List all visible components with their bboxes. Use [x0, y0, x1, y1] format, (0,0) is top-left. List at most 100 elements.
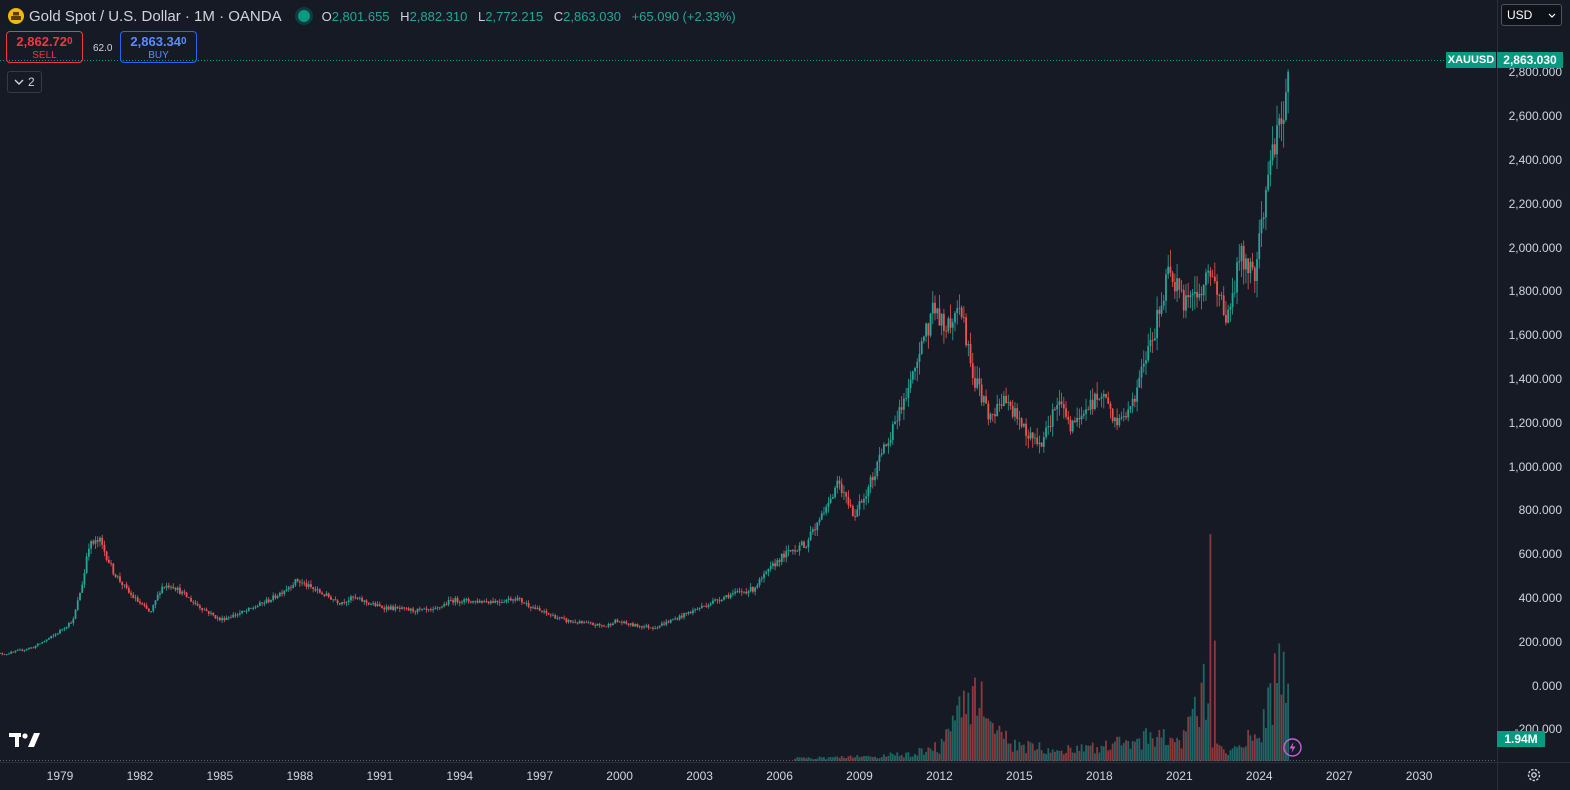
time-axis-label: 1982	[126, 769, 154, 783]
chart-area[interactable]	[0, 0, 1497, 762]
candle-body	[421, 609, 423, 610]
candle-body	[94, 540, 97, 544]
candle-body	[556, 617, 559, 619]
candle-body	[81, 584, 84, 593]
price-axis-label: 2,200.000	[1508, 196, 1562, 211]
candle-body	[141, 603, 144, 605]
volume-bar	[1085, 745, 1087, 761]
candle-body	[945, 330, 948, 332]
indicators-toggle-button[interactable]: 2	[7, 71, 42, 93]
volume-bar	[1042, 753, 1045, 761]
volume-bar	[1027, 740, 1030, 761]
volume-bar	[1065, 752, 1067, 761]
candle-body	[672, 619, 674, 621]
candle-body	[99, 537, 101, 542]
gear-icon[interactable]	[1525, 766, 1543, 784]
candle-body	[592, 623, 594, 625]
lightning-icon[interactable]	[1283, 738, 1302, 757]
gold-coin-icon[interactable]	[8, 8, 24, 24]
candle-body	[1127, 409, 1130, 418]
candle-body	[467, 599, 470, 602]
volume-bar	[907, 752, 910, 761]
volume-bar	[945, 729, 948, 761]
candle-body	[1129, 406, 1132, 410]
candle-body	[65, 626, 68, 629]
candle-body	[1151, 339, 1154, 341]
candle-body	[110, 563, 112, 564]
price-axis-label: 2,400.000	[1508, 152, 1562, 167]
buy-button[interactable]: 2,863.340 BUY	[120, 31, 197, 63]
candle-body	[965, 317, 967, 346]
candle-body	[532, 607, 534, 609]
volume-bar	[1158, 730, 1161, 761]
candle-body	[1285, 92, 1287, 120]
candle-body	[1025, 423, 1027, 436]
volume-bar	[1076, 745, 1079, 761]
candle-body	[569, 620, 572, 622]
candle-body	[83, 572, 86, 585]
candle-body	[625, 621, 628, 624]
volume-bar	[1111, 743, 1114, 761]
candle-body	[745, 591, 748, 594]
candle-body	[1202, 284, 1205, 296]
candle-body	[752, 587, 754, 592]
candle-body	[596, 623, 599, 626]
candle-body	[811, 529, 814, 532]
candle-body	[962, 317, 965, 319]
candle-body	[854, 516, 856, 517]
volume-bar	[1207, 703, 1210, 761]
candle-body	[1240, 245, 1243, 262]
candle-body	[170, 586, 172, 588]
tradingview-logo[interactable]	[9, 731, 41, 749]
symbol-price-tag: XAUUSD	[1446, 52, 1496, 68]
candle-body	[176, 587, 179, 590]
candle-body	[989, 413, 992, 420]
volume-bar	[1071, 752, 1074, 761]
candle-body	[372, 603, 375, 604]
candle-body	[92, 541, 95, 544]
time-axis-label: 2027	[1325, 769, 1353, 783]
candle-body	[1105, 393, 1107, 398]
currency-select[interactable]: USD	[1501, 4, 1562, 26]
candle-body	[656, 627, 659, 629]
volume-bar	[965, 714, 967, 761]
candle-body	[216, 617, 219, 619]
spread-value: 62.0	[93, 43, 113, 54]
symbol-legend: Gold Spot / U.S. Dollar · 1M · OANDA O2,…	[8, 5, 736, 27]
candle-body	[447, 599, 450, 605]
candle-body	[41, 642, 44, 644]
time-axis-label: 2003	[686, 769, 713, 783]
market-status-dot[interactable]	[297, 10, 310, 22]
candle-body	[1062, 404, 1065, 409]
volume-bar	[880, 757, 883, 761]
candle-body	[272, 595, 275, 600]
candle-body	[1016, 408, 1019, 419]
volume-bar	[803, 757, 805, 761]
candle-body	[609, 623, 612, 626]
price-axis[interactable]: 2,800.000 2,600.000 2,400.000 2,200.000 2,00…	[1497, 0, 1570, 762]
candle-body	[494, 600, 497, 603]
candle-body	[201, 607, 204, 611]
candle-body	[918, 353, 921, 362]
candle-body	[583, 622, 586, 624]
candle-body	[1169, 266, 1172, 273]
symbol-title[interactable]: Gold Spot / U.S. Dollar · 1M · OANDA	[29, 7, 282, 25]
sell-button[interactable]: 2,862.720 SELL	[6, 31, 83, 63]
candle-body	[558, 617, 561, 619]
volume-bar	[929, 748, 932, 761]
candle-body	[618, 621, 621, 623]
volume-bar	[1016, 750, 1019, 761]
candle-body	[365, 600, 368, 603]
volume-bar	[831, 757, 834, 761]
candle-body	[119, 576, 121, 582]
time-axis[interactable]: 1979 1982 1985 1988 1991 1994 1997 2000 2003 2006…	[0, 762, 1497, 790]
volume-bar	[1251, 740, 1254, 761]
volume-bar	[1149, 732, 1152, 761]
candlestick-chart[interactable]	[0, 0, 1497, 762]
candle-body	[125, 584, 128, 588]
price-axis-label: 600.000	[1518, 547, 1562, 562]
candle-body	[534, 607, 537, 610]
candle-body	[409, 608, 412, 611]
candle-body	[1222, 295, 1225, 315]
candle-body	[798, 545, 801, 551]
